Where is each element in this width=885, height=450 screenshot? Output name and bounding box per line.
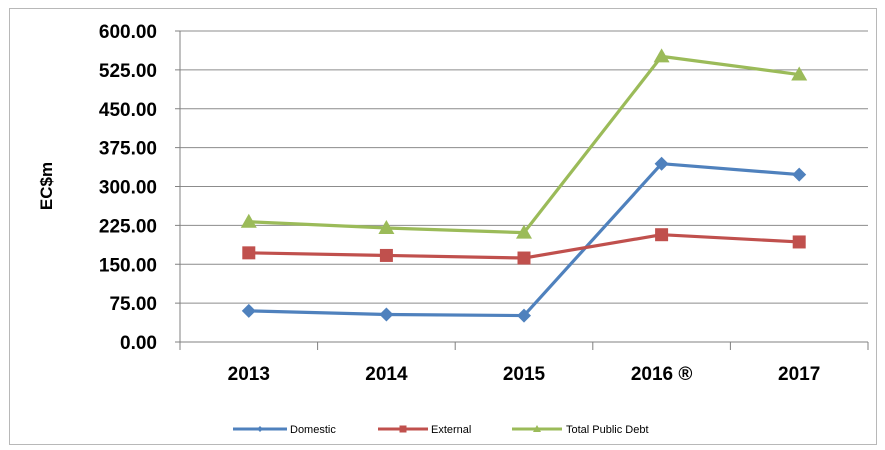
data-point-square <box>379 248 393 262</box>
data-point-triangle <box>240 213 257 228</box>
y-tick-label: 300.00 <box>99 178 157 199</box>
data-point-square <box>517 251 531 265</box>
y-tick-label: 600.00 <box>99 22 157 43</box>
legend-label: Domestic <box>290 424 336 436</box>
legend-item: External <box>378 424 471 436</box>
axes: 0.00 75.00 150.00 225.00 300.00 375.00 450.00 5… <box>99 22 869 385</box>
legend-marker <box>399 425 407 433</box>
data-point-triangle <box>791 66 808 81</box>
data-point-diamond <box>517 308 531 323</box>
x-tick-label: 2017 <box>778 364 820 385</box>
y-tick-label: 375.00 <box>99 139 157 160</box>
y-tick-label: 450.00 <box>99 100 157 121</box>
y-tick-label: 0.00 <box>120 333 157 354</box>
legend-marker <box>533 425 541 432</box>
data-point-diamond <box>241 303 256 318</box>
data-point-diamond <box>379 307 394 322</box>
data-point-triangle <box>378 219 395 234</box>
series-total-public-debt <box>240 48 808 239</box>
series-lines <box>240 48 808 323</box>
legend: Domestic External Total Public Debt <box>233 424 649 436</box>
gridlines <box>180 30 868 343</box>
y-tick-label: 75.00 <box>109 294 157 315</box>
data-point-diamond <box>654 156 669 171</box>
x-tick-label: 2016 ® <box>631 364 693 385</box>
data-point-diamond <box>792 167 807 182</box>
x-tick-label: 2013 <box>228 364 270 385</box>
y-axis-label: EC$m <box>37 162 56 210</box>
series-external <box>242 228 806 265</box>
chart-area <box>9 8 877 445</box>
legend-item: Total Public Debt <box>512 424 649 436</box>
legend-item: Domestic <box>233 424 336 436</box>
x-tick-label: 2014 <box>365 364 408 385</box>
legend-marker <box>257 426 263 432</box>
series-line <box>248 54 800 235</box>
data-point-square <box>655 228 669 242</box>
y-tick-label: 225.00 <box>99 216 157 237</box>
data-point-triangle <box>653 48 670 63</box>
data-point-triangle <box>516 224 532 239</box>
legend-label: Total Public Debt <box>566 424 649 436</box>
series-domestic <box>241 156 807 323</box>
legend-label: External <box>431 424 471 436</box>
data-point-square <box>242 246 256 260</box>
data-point-square <box>792 235 806 249</box>
y-tick-label: 525.00 <box>99 61 157 82</box>
y-tick-label: 150.00 <box>99 255 157 276</box>
x-tick-label: 2015 <box>503 364 546 385</box>
